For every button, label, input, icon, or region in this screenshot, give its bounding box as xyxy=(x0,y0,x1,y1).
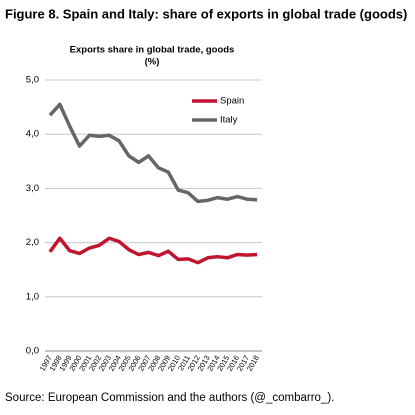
series-line xyxy=(48,236,258,265)
y-tick-label: 5,0 xyxy=(26,75,39,86)
y-tick-label: 4,0 xyxy=(26,129,39,140)
source-note: Source: European Commission and the auth… xyxy=(5,392,334,404)
y-tick-label: 1,0 xyxy=(26,291,39,302)
y-unit: (%) xyxy=(145,57,160,68)
chart-subtitle: Exports share in global trade, goods xyxy=(70,45,235,56)
series-line xyxy=(48,102,258,204)
y-tick-label: 2,0 xyxy=(26,237,39,248)
figure-title: Figure 8. Spain and Italy: share of expo… xyxy=(5,6,407,21)
y-tick-label: 0,0 xyxy=(26,346,39,357)
y-tick-label: 3,0 xyxy=(26,183,39,194)
legend-label: Italy xyxy=(220,115,238,126)
legend-label: Spain xyxy=(220,96,244,107)
